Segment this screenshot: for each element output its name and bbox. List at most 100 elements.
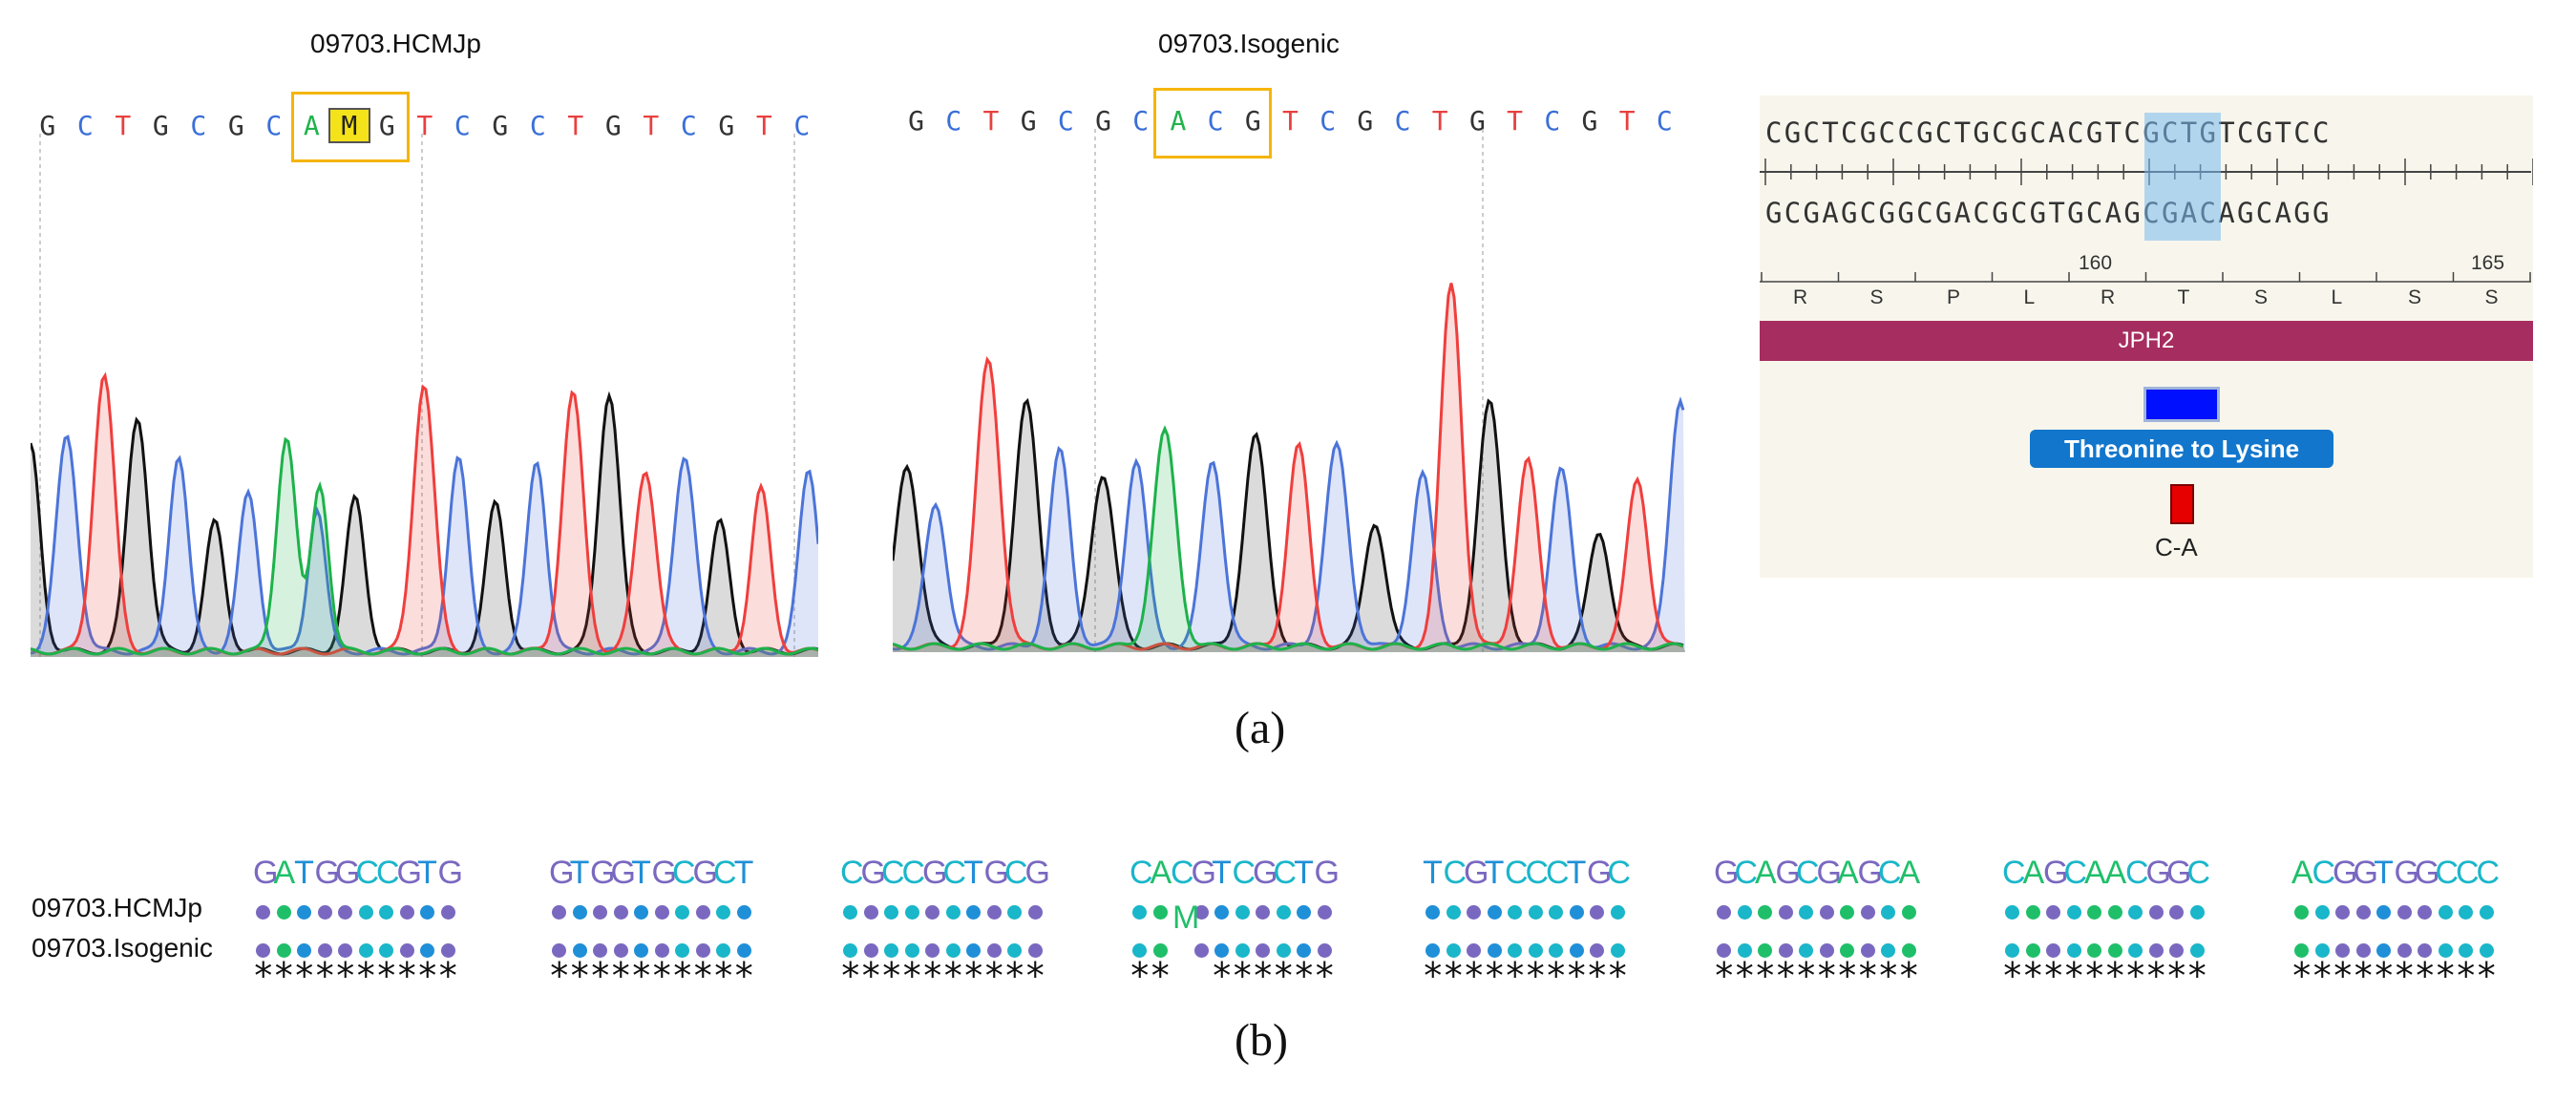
alignment-dot [2355,943,2371,958]
alignment-dot [1297,905,1311,920]
alignment-base: C [1546,855,1571,891]
alignment-dot [966,905,981,920]
alignment-base: C [1607,855,1632,891]
conservation-mark: * [2064,955,2083,997]
base-call: G [604,110,622,141]
base-call: C [1320,105,1337,137]
alignment-dot [1027,905,1043,920]
alignment-base: C [1505,855,1530,891]
alignment-dot [2169,943,2184,958]
alignment-sequence: GTGGTGCGCT [549,855,754,892]
alignment-dot [593,905,607,920]
alignment-base: G [2353,855,2379,891]
base-call: T [643,110,660,141]
alignment-base: C [672,855,697,891]
alignment-base: C [1232,855,1256,891]
alignment-dot [966,943,981,958]
conservation-mark: * [861,955,880,997]
alignment-dot-row [1717,905,1922,920]
conservation-mark: * [2126,955,2145,997]
conservation-mark: * [315,955,334,997]
alignment-dot-row [1132,905,1338,920]
conservation-stars: ********** [2002,955,2207,997]
isogenic-chromatogram-title: 09703.Isogenic [1158,29,1340,58]
alignment-label-isogenic: 09703.Isogenic [32,933,213,962]
trace-fill-G [31,395,818,657]
alignment-base: T [1484,855,1505,891]
alignment-dot [2335,943,2350,958]
conservation-mark: * [1254,955,1273,997]
alignment-dot [2066,943,2081,958]
conservation-mark: * [295,955,314,997]
alignment-dot [256,905,270,920]
alignment-dot [2376,943,2391,958]
alignment-base: G [590,855,616,891]
conservation-stars: ********** [1714,955,1919,997]
alignment-dot [1528,905,1543,920]
alignment-sequence: ACGGTGGCCC [2291,855,2500,892]
conservation-mark: * [902,955,921,997]
base-call: T [1618,105,1636,137]
conservation-mark: * [1776,955,1795,997]
alignment-dot [1007,905,1022,920]
alignment-base: T [1566,855,1587,891]
alignment-dot [552,905,566,920]
conservation-mark: * [336,955,355,997]
selection-highlight [2144,113,2221,241]
trace-A [31,436,818,656]
mutation-marker [2170,484,2194,524]
alignment-dot [1610,905,1625,920]
threonine-to-lysine-label: Threonine to Lysine [2030,430,2333,468]
alignment-dot-row [1717,943,1922,958]
alignment-dot [1446,905,1461,920]
alignment-dot [440,905,455,920]
base-call: G [1095,105,1111,137]
alignment-dot [2087,905,2101,920]
conservation-mark: * [882,955,901,997]
alignment-dot [1840,905,1854,920]
alignment-base: C [1443,855,1467,891]
conservation-mark: * [418,955,437,997]
alignment-base: T [2374,855,2395,891]
alignment-dot [2479,943,2494,958]
top-strand: CGCTCGCCGCTGCGCACGTCGCTGTCGTCC [1765,116,2332,149]
alignment-base: G [1775,855,1802,891]
alignment-dot [843,905,857,920]
alignment-dot [1860,943,1875,958]
conservation-mark: * [673,955,692,997]
base-call: M [328,108,370,143]
alignment-dot [420,943,434,958]
conservation-stars: ********** [253,955,458,997]
jph2-gene-bar: JPH2 [1760,321,2533,361]
amino-acid: P [1947,286,1961,308]
alignment-dot [420,905,434,920]
base-call: C [1057,105,1074,137]
conservation-mark: * [2395,955,2414,997]
alignment-base: C [881,855,906,891]
alignment-dot [399,943,414,958]
alignment-dot-row [1425,943,1631,958]
alignment-base: G [922,855,948,891]
base-call: T [567,110,584,141]
alignment-base: A [2104,855,2127,891]
alignment-dot [2148,943,2164,958]
conservation-stars: ********** [1423,955,1628,997]
alignment-dot [1276,905,1291,920]
alignment-base: G [692,855,719,891]
conservation-mark: * [438,955,457,997]
alignment-base: A [1150,855,1172,891]
alignment-dot [1007,943,1022,958]
alignment-dot [695,905,710,920]
base-call: C [793,110,811,141]
alignment-dot [1778,905,1793,920]
alignment-dot [593,943,607,958]
alignment-dot [1467,943,1481,958]
base-call: T [416,110,433,141]
alignment-dot [1881,905,1895,920]
alignment-dot [1610,943,1625,958]
trace-fill-T [31,375,818,657]
base-call: C [1132,105,1150,137]
alignment-base: T [417,855,438,891]
alignment-sequence: CGCCGCTGCG [840,855,1050,892]
alignment-dot [2046,943,2060,958]
